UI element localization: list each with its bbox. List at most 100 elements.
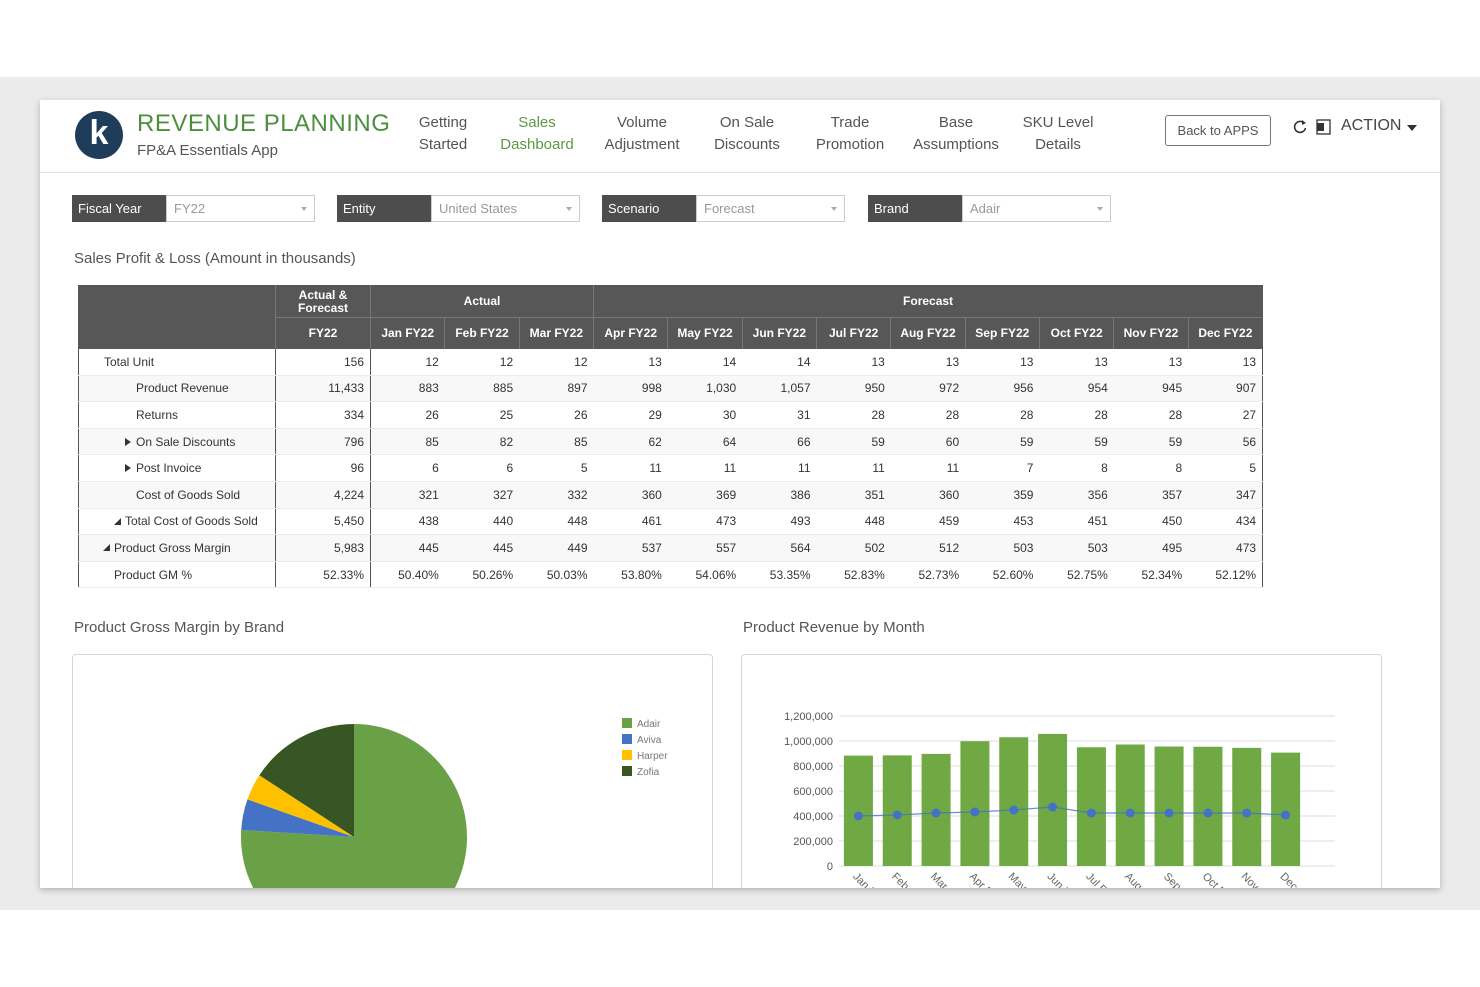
line-point <box>1164 808 1174 818</box>
cell-value: 8 <box>1113 454 1189 482</box>
cell-value: 502 <box>816 534 891 562</box>
cell-value: 332 <box>519 481 594 509</box>
cell-value: 52.12% <box>1188 561 1263 589</box>
cell-value: 434 <box>1188 508 1263 536</box>
cell-value: 53.35% <box>742 561 817 589</box>
line <box>858 806 1286 817</box>
cell-value: 1,030 <box>667 375 743 403</box>
filter-select[interactable]: Forecast <box>696 195 845 222</box>
row-label: Returns <box>78 401 276 429</box>
bar <box>999 737 1029 866</box>
cell-value: 85 <box>370 428 445 456</box>
filter-value: United States <box>439 201 518 216</box>
cell-value: 13 <box>1113 348 1189 376</box>
y-tick-label: 1,200,000 <box>784 711 833 723</box>
column-header: Nov FY22 <box>1113 317 1189 349</box>
row-label-text: Total Cost of Goods Sold <box>125 514 258 529</box>
expand-icon[interactable] <box>114 517 121 525</box>
nav-text: Promotion <box>815 136 885 153</box>
cell-value: 28 <box>1113 401 1189 429</box>
row-label: On Sale Discounts <box>78 428 276 456</box>
nav-text: Sales <box>518 114 556 131</box>
cell-value: 52.83% <box>816 561 891 589</box>
cell-value: 512 <box>890 534 966 562</box>
nav-item[interactable]: Volume Adjustment <box>582 112 702 156</box>
bar <box>1193 746 1223 866</box>
row-label-text: Total Unit <box>104 354 155 369</box>
table-title: Sales Profit & Loss (Amount in thousands… <box>74 250 356 267</box>
cell-value: 4,224 <box>275 481 371 509</box>
cell-value: 28 <box>965 401 1040 429</box>
nav-item[interactable]: Sales Dashboard <box>477 112 597 156</box>
cell-value: 5,983 <box>275 534 371 562</box>
x-tick-label: Mar FY22 <box>928 871 971 888</box>
header-corner <box>78 285 276 349</box>
expand-icon[interactable] <box>103 544 110 552</box>
row-label: Cost of Goods Sold <box>78 481 276 509</box>
filter-value: FY22 <box>174 201 206 216</box>
cell-value: 52.34% <box>1113 561 1189 589</box>
logo: k <box>75 111 123 159</box>
cell-value: 13 <box>593 348 668 376</box>
expand-icon[interactable] <box>125 437 131 446</box>
cell-value: 59 <box>816 428 891 456</box>
legend-swatch <box>622 766 632 776</box>
x-tick-label: Aug FY22 <box>1122 871 1165 888</box>
nav-text: Trade <box>830 114 870 131</box>
nav-item[interactable]: Base Assumptions <box>896 112 1016 156</box>
bar <box>1232 747 1262 866</box>
cell-value: 1,057 <box>742 375 817 403</box>
header-separator <box>40 172 1440 173</box>
cell-value: 445 <box>444 534 520 562</box>
filter-select[interactable]: FY22 <box>166 195 315 222</box>
cell-value: 11 <box>667 454 743 482</box>
cell-value: 11 <box>816 454 891 482</box>
back-button[interactable]: Back to APPS <box>1165 115 1271 146</box>
pie-slice <box>241 799 354 837</box>
legend-label: Zofia <box>637 767 660 778</box>
cell-value: 50.40% <box>370 561 445 589</box>
expand-icon[interactable] <box>125 464 131 473</box>
row-label: Product Revenue <box>78 375 276 403</box>
filter-label: Scenario <box>602 195 696 222</box>
y-tick-label: 0 <box>827 861 833 873</box>
chart-box: Adair Aviva Harper Zofia <box>72 654 713 888</box>
nav-item[interactable]: SKU Level Details <box>998 112 1118 156</box>
cell-value: 7 <box>965 454 1040 482</box>
nav-text: Volume <box>616 114 668 131</box>
cell-value: 12 <box>519 348 594 376</box>
filter-value: Forecast <box>704 201 755 216</box>
cell-value: 347 <box>1188 481 1263 509</box>
cell-value: 897 <box>519 375 594 403</box>
nav-item[interactable]: Getting Started <box>383 112 503 156</box>
cell-value: 950 <box>816 375 891 403</box>
filter-select[interactable]: United States <box>431 195 580 222</box>
cell-value: 885 <box>444 375 520 403</box>
action-menu[interactable]: ACTION <box>1341 117 1402 134</box>
line-point <box>931 808 941 818</box>
cell-value: 13 <box>1188 348 1263 376</box>
x-tick-label: Nov FY22 <box>1239 871 1282 888</box>
line-point <box>1125 808 1135 818</box>
table-row: Post Invoice 96 6 6 5 11 11 11 11 11 7 8 8 5 <box>78 454 1263 482</box>
cell-value: 26 <box>519 401 594 429</box>
cell-value: 334 <box>275 401 371 429</box>
table-row: Cost of Goods Sold 4,224 321 327 332 360 369 38… <box>78 481 1263 509</box>
bar <box>1271 752 1301 866</box>
refresh-icon[interactable] <box>1293 120 1307 134</box>
bar <box>1076 747 1106 866</box>
cell-value: 12 <box>370 348 445 376</box>
cell-value: 449 <box>519 534 594 562</box>
cell-value: 537 <box>593 534 668 562</box>
bar <box>843 755 873 866</box>
cell-value: 13 <box>816 348 891 376</box>
app-card: k REVENUE PLANNING FP&A Essentials App G… <box>40 100 1440 888</box>
nav-item[interactable]: Trade Promotion <box>790 112 910 156</box>
filter-select[interactable]: Adair <box>962 195 1111 222</box>
cell-value: 11 <box>890 454 966 482</box>
dropdown-arrow <box>831 207 837 211</box>
pie-chart: Adair Aviva Harper Zofia <box>241 718 668 888</box>
legend-label: Aviva <box>637 735 662 746</box>
nav-item[interactable]: On Sale Discounts <box>687 112 807 156</box>
legend-label: Adair <box>637 719 661 730</box>
